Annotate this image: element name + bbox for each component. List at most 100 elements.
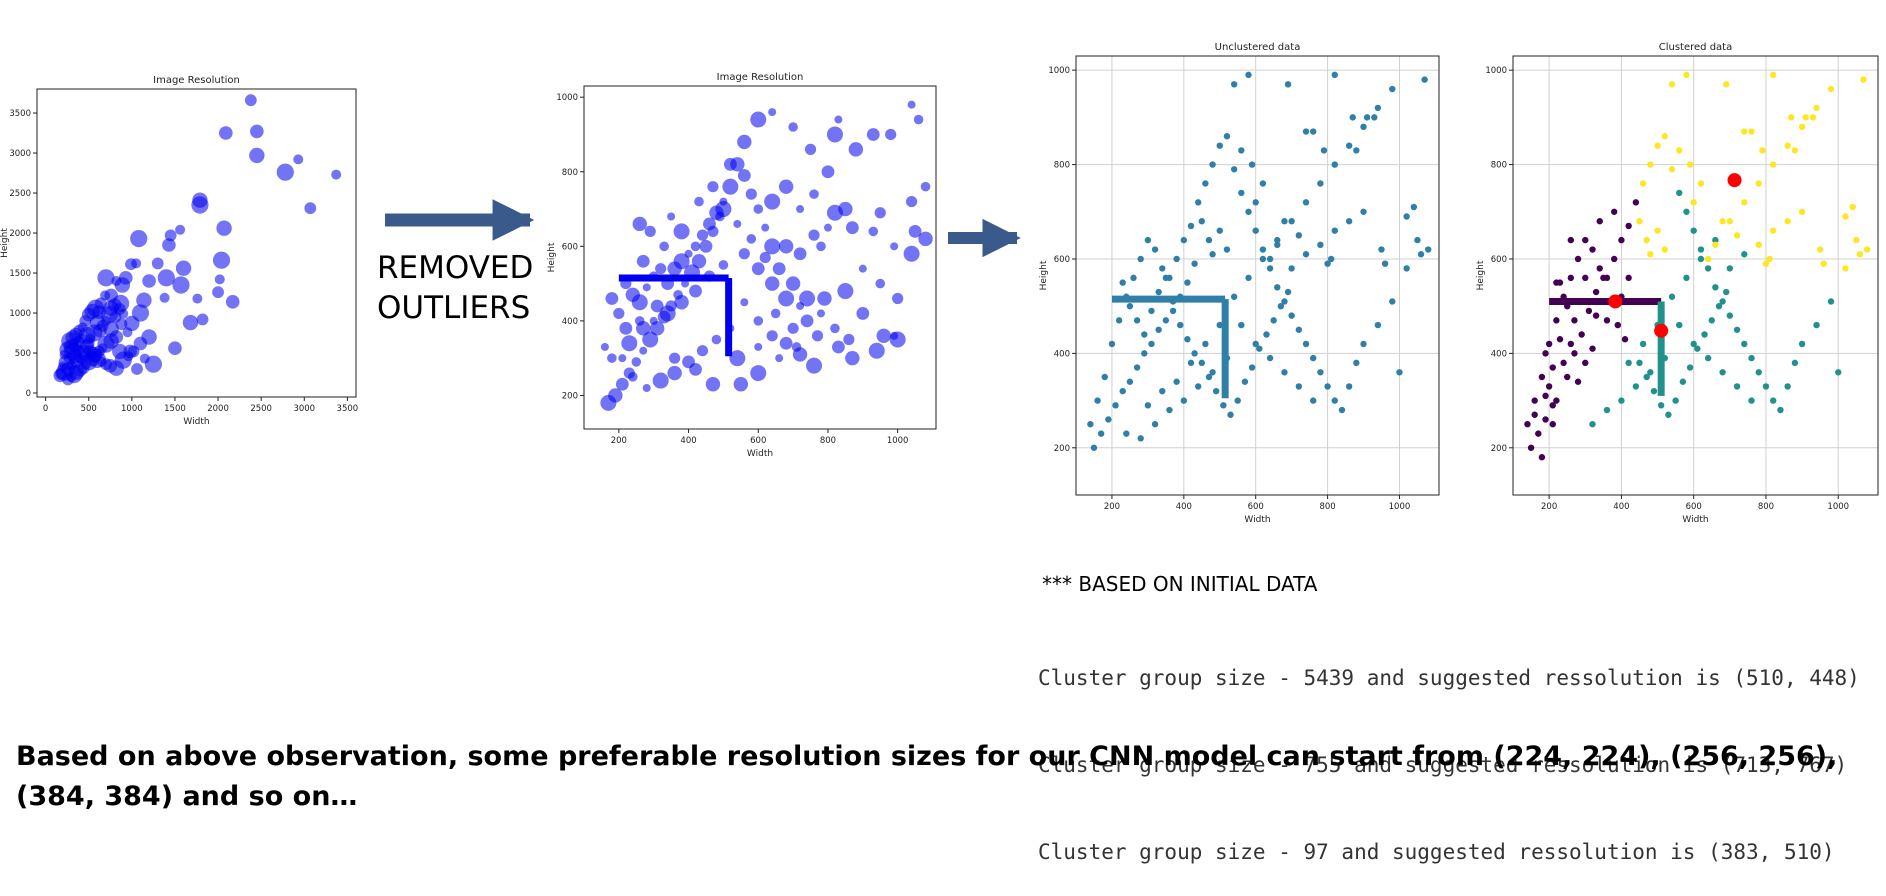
data-point (696, 345, 709, 357)
data-point-cluster-0 (1545, 383, 1553, 390)
data-point (1112, 402, 1119, 409)
data-point (1191, 260, 1198, 267)
data-point (907, 100, 916, 109)
data-point (1345, 142, 1353, 149)
data-point (1266, 354, 1274, 362)
x-tick-label: 200 (1104, 502, 1120, 512)
cluster-centroid (1727, 173, 1742, 188)
data-point-cluster-0 (1538, 454, 1546, 461)
data-point-cluster-0 (1560, 359, 1567, 367)
data-point (690, 241, 701, 252)
data-point (1371, 114, 1378, 121)
data-point (191, 196, 209, 214)
data-point (1159, 387, 1166, 395)
data-point (131, 304, 150, 322)
y-tick-label: 400 (1054, 349, 1070, 359)
data-point-cluster-2 (1820, 260, 1827, 267)
data-point (689, 362, 702, 376)
data-point-cluster-0 (1592, 288, 1600, 296)
data-point (811, 330, 824, 342)
data-point (627, 372, 638, 382)
data-point (751, 262, 765, 276)
data-point (1090, 444, 1098, 451)
data-point-cluster-1 (1694, 345, 1701, 352)
data-point (823, 223, 832, 232)
data-point-cluster-1 (1769, 397, 1777, 404)
data-point-cluster-0 (1625, 222, 1632, 230)
data-point-cluster-0 (1585, 307, 1593, 315)
data-point-cluster-0 (1524, 420, 1531, 428)
data-point (674, 295, 689, 310)
data-point (696, 229, 709, 241)
data-point (1425, 246, 1432, 253)
data-point (1155, 326, 1162, 333)
data-point (1317, 180, 1324, 187)
data-point (707, 181, 719, 193)
data-point-cluster-2 (1704, 255, 1712, 263)
chart-clustered-data: 200 400 600 800 1000 200 400 600 800 1000 Clustere… (1476, 42, 1879, 525)
data-point (906, 195, 918, 208)
data-point-cluster-1 (1676, 321, 1683, 329)
data-point-cluster-1 (1679, 378, 1687, 385)
data-point-cluster-1 (1741, 251, 1748, 258)
data-point (631, 357, 642, 367)
data-point-cluster-2 (1748, 128, 1755, 135)
y-tick-label: 3000 (9, 149, 31, 159)
data-point-cluster-1 (1726, 312, 1734, 319)
data-point (830, 323, 840, 334)
data-point (1270, 317, 1277, 324)
data-point (1148, 307, 1155, 315)
data-point (59, 349, 70, 360)
data-point (136, 292, 152, 308)
y-tick-label: 1500 (9, 269, 31, 279)
data-point (1184, 279, 1191, 286)
data-point (804, 143, 817, 155)
data-point (1205, 236, 1213, 244)
x-tick-label: 200 (1541, 502, 1557, 512)
console-line: Cluster group size - 97 and suggested re… (1038, 840, 1835, 864)
chart-image-resolution-original: 0 500 1000 1500 2000 2500 3000 3500 0 500 1000 1500… (0, 75, 358, 427)
data-point-cluster-1 (1697, 255, 1705, 263)
data-point (175, 260, 192, 276)
data-point (673, 253, 690, 270)
data-point (196, 313, 209, 326)
data-point (1166, 406, 1173, 414)
chart-title: Unclustered data (1215, 42, 1301, 53)
data-point (1284, 288, 1292, 296)
data-point (1137, 435, 1144, 442)
data-point-cluster-0 (1553, 397, 1560, 404)
data-point (93, 323, 107, 338)
data-point-cluster-0 (1531, 411, 1538, 418)
console-line: Cluster group size - 5439 and suggested … (1038, 666, 1860, 690)
data-point (832, 340, 845, 354)
data-point (787, 322, 799, 334)
data-point (1396, 369, 1403, 376)
data-point (634, 316, 645, 326)
data-point (759, 251, 771, 264)
data-point-cluster-0 (1542, 416, 1549, 423)
data-point (1223, 133, 1231, 140)
data-point (130, 230, 148, 248)
data-point (691, 254, 707, 269)
data-point (1123, 430, 1130, 437)
data-point (681, 279, 690, 288)
x-tick-label: 600 (750, 436, 766, 446)
data-point-cluster-0 (1589, 345, 1596, 352)
data-point (890, 242, 899, 251)
data-point (1241, 378, 1249, 385)
data-point (125, 258, 137, 271)
data-point (791, 342, 802, 352)
data-point-cluster-1 (1650, 387, 1658, 395)
data-point (87, 299, 105, 317)
data-point (667, 212, 676, 221)
data-point (1302, 199, 1310, 206)
data-point-cluster-0 (1553, 317, 1560, 324)
data-point (764, 238, 781, 255)
data-point (718, 260, 729, 270)
data-point-cluster-2 (1762, 260, 1770, 267)
x-tick-label: 2500 (250, 404, 272, 414)
data-point-cluster-0 (1610, 208, 1618, 215)
data-point-cluster-1 (1704, 354, 1712, 362)
data-point-cluster-0 (1592, 312, 1600, 319)
data-point-cluster-1 (1741, 340, 1748, 348)
